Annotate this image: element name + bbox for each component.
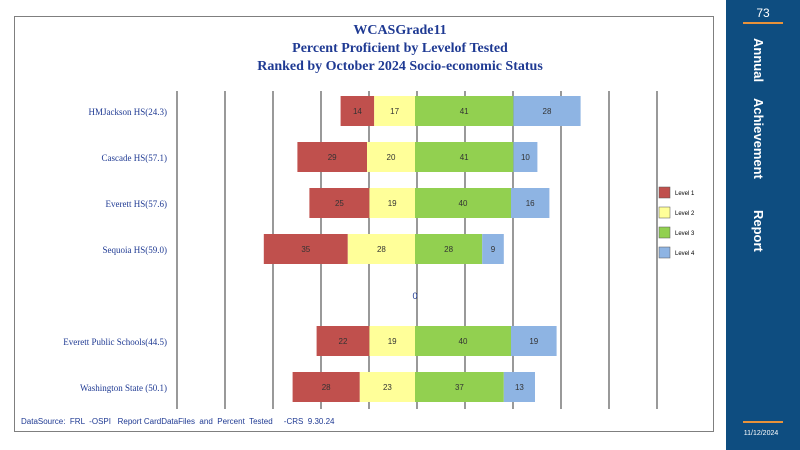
bar-value-label: 25 xyxy=(335,199,344,208)
bar-value-label: 35 xyxy=(301,245,310,254)
bar-value-label: 9 xyxy=(491,245,496,254)
bar-segment xyxy=(359,372,415,402)
sidebar-word-report: Report xyxy=(751,210,766,252)
bar-segment xyxy=(263,234,348,264)
bar-value-label: 37 xyxy=(455,383,464,392)
chart-plot: HMJackson HS(24.3) 14 17 41 28 Cascade HS(57.… xyxy=(63,91,695,409)
page-number: 73 xyxy=(756,6,770,20)
bar-segment xyxy=(503,372,535,402)
bar-segment xyxy=(369,326,415,356)
legend-swatch xyxy=(658,206,671,219)
bar-segment xyxy=(511,326,557,356)
bar-value-label: 28 xyxy=(322,383,331,392)
bar-segment xyxy=(297,142,367,172)
bar-segment xyxy=(415,326,511,356)
bar-segment xyxy=(511,188,550,218)
bar-segment xyxy=(367,142,415,172)
accent-line-bottom xyxy=(743,421,783,423)
bar-segment xyxy=(513,142,538,172)
chart-subtitle-1: Percent Proficient by Levelof Tested xyxy=(292,41,508,56)
report-date: 11/12/2024 xyxy=(743,430,779,437)
sidebar-panel: 73 Annual Achievement Report 11/12/2024 xyxy=(726,0,800,450)
bar-value-label: 28 xyxy=(444,245,453,254)
bar-value-label: 19 xyxy=(388,337,397,346)
bar-value-label: 41 xyxy=(460,153,469,162)
bar-segment xyxy=(292,372,360,402)
bar-value-label: 14 xyxy=(353,107,362,116)
sidebar-word-annual: Annual xyxy=(751,38,766,83)
bar-value-label: 23 xyxy=(383,383,392,392)
bar-value-label: 40 xyxy=(459,199,468,208)
bar-segment xyxy=(415,142,514,172)
zero-label: 0 xyxy=(412,291,417,301)
chart-title: WCASGrade11 xyxy=(353,23,447,38)
bar-segment xyxy=(316,326,370,356)
data-source-note: DataSource: FRL -OSPI Report CardDataFil… xyxy=(21,417,335,426)
sidebar-word-achievement: Achievement xyxy=(751,98,766,179)
bar-segment xyxy=(482,234,504,264)
bar-value-label: 41 xyxy=(460,107,469,116)
bar-value-label: 19 xyxy=(529,337,538,346)
category-label: Washington State (50.1) xyxy=(80,383,167,393)
bar-value-label: 40 xyxy=(459,337,468,346)
bar-segment xyxy=(415,188,511,218)
bar-segment xyxy=(309,188,370,218)
accent-line-top xyxy=(743,22,783,24)
bar-value-label: 10 xyxy=(521,153,530,162)
bar-segment xyxy=(513,96,581,126)
legend-label: Level 2 xyxy=(675,211,695,217)
category-label: Cascade HS(57.1) xyxy=(102,153,167,163)
bar-value-label: 28 xyxy=(543,107,552,116)
legend-label: Level 3 xyxy=(675,231,695,237)
bar-value-label: 16 xyxy=(526,199,535,208)
legend-label: Level 1 xyxy=(675,191,695,197)
category-label: Sequoia HS(59.0) xyxy=(103,245,168,255)
legend-label: Level 4 xyxy=(675,251,695,257)
legend-swatch xyxy=(658,186,671,199)
bar-value-label: 28 xyxy=(377,245,386,254)
category-label: Everett Public Schools(44.5) xyxy=(63,337,167,347)
category-label: Everett HS(57.6) xyxy=(106,199,167,209)
bar-value-label: 29 xyxy=(328,153,337,162)
bar-segment xyxy=(369,188,415,218)
chart-frame: HMJackson HS(24.3) 14 17 41 28 Cascade HS(57.… xyxy=(14,16,714,432)
bar-value-label: 20 xyxy=(387,153,396,162)
bar-segment xyxy=(415,96,514,126)
bar-segment xyxy=(340,96,375,126)
bar-segment xyxy=(347,234,415,264)
legend-swatch xyxy=(658,246,671,259)
legend-swatch xyxy=(658,226,671,239)
bar-segment xyxy=(415,372,504,402)
bar-value-label: 19 xyxy=(388,199,397,208)
category-label: HMJackson HS(24.3) xyxy=(89,107,168,117)
bar-value-label: 13 xyxy=(515,383,524,392)
bar-value-label: 17 xyxy=(390,107,399,116)
bar-value-label: 22 xyxy=(339,337,348,346)
bar-segment xyxy=(415,234,483,264)
chart-subtitle-2: Ranked by October 2024 Socio-economic St… xyxy=(257,59,543,74)
bar-segment xyxy=(374,96,415,126)
